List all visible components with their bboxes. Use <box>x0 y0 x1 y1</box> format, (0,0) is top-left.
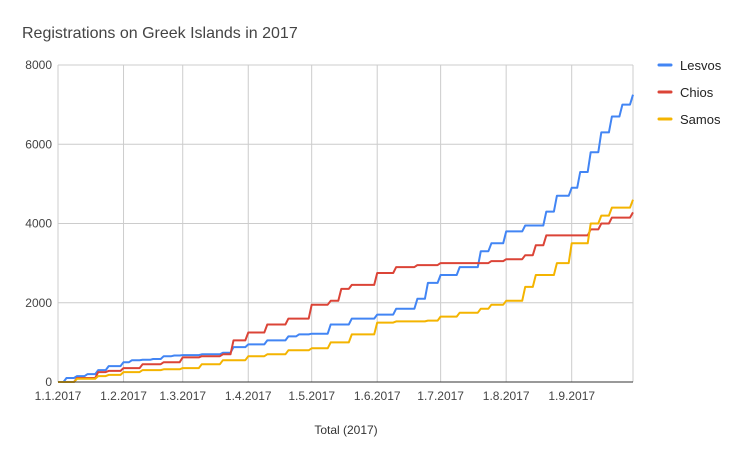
y-tick-label: 0 <box>45 375 52 389</box>
x-tick-label: 1.1.2017 <box>35 389 82 403</box>
y-tick-label: 8000 <box>25 58 52 72</box>
y-tick-label: 2000 <box>25 296 52 310</box>
legend-label-samos: Samos <box>680 112 721 127</box>
x-tick-label: 1.4.2017 <box>225 389 272 403</box>
y-tick-label: 4000 <box>25 217 52 231</box>
legend: Lesvos Chios Samos <box>657 58 722 127</box>
axes: 0 2000 4000 6000 8000 1.1.2017 1.2.2017 1.3.201… <box>25 58 633 403</box>
legend-label-lesvos: Lesvos <box>680 58 722 73</box>
y-tick-label: 6000 <box>25 137 52 151</box>
x-tick-label: 1.5.2017 <box>288 389 335 403</box>
x-axis-label: Total (2017) <box>314 423 377 437</box>
series-line-chios <box>58 211 634 383</box>
x-tick-label: 1.7.2017 <box>417 389 464 403</box>
x-tick-label: 1.2.2017 <box>100 389 147 403</box>
x-tick-label: 1.8.2017 <box>483 389 530 403</box>
legend-label-chios: Chios <box>680 85 714 100</box>
chart-title: Registrations on Greek Islands in 2017 <box>22 25 298 42</box>
series-line-samos <box>58 199 634 383</box>
series-line-lesvos <box>58 94 634 383</box>
series-lines <box>58 94 634 383</box>
gridlines <box>57 64 634 382</box>
x-tick-label: 1.6.2017 <box>354 389 401 403</box>
x-tick-label: 1.9.2017 <box>548 389 595 403</box>
x-tick-label: 1.3.2017 <box>159 389 206 403</box>
